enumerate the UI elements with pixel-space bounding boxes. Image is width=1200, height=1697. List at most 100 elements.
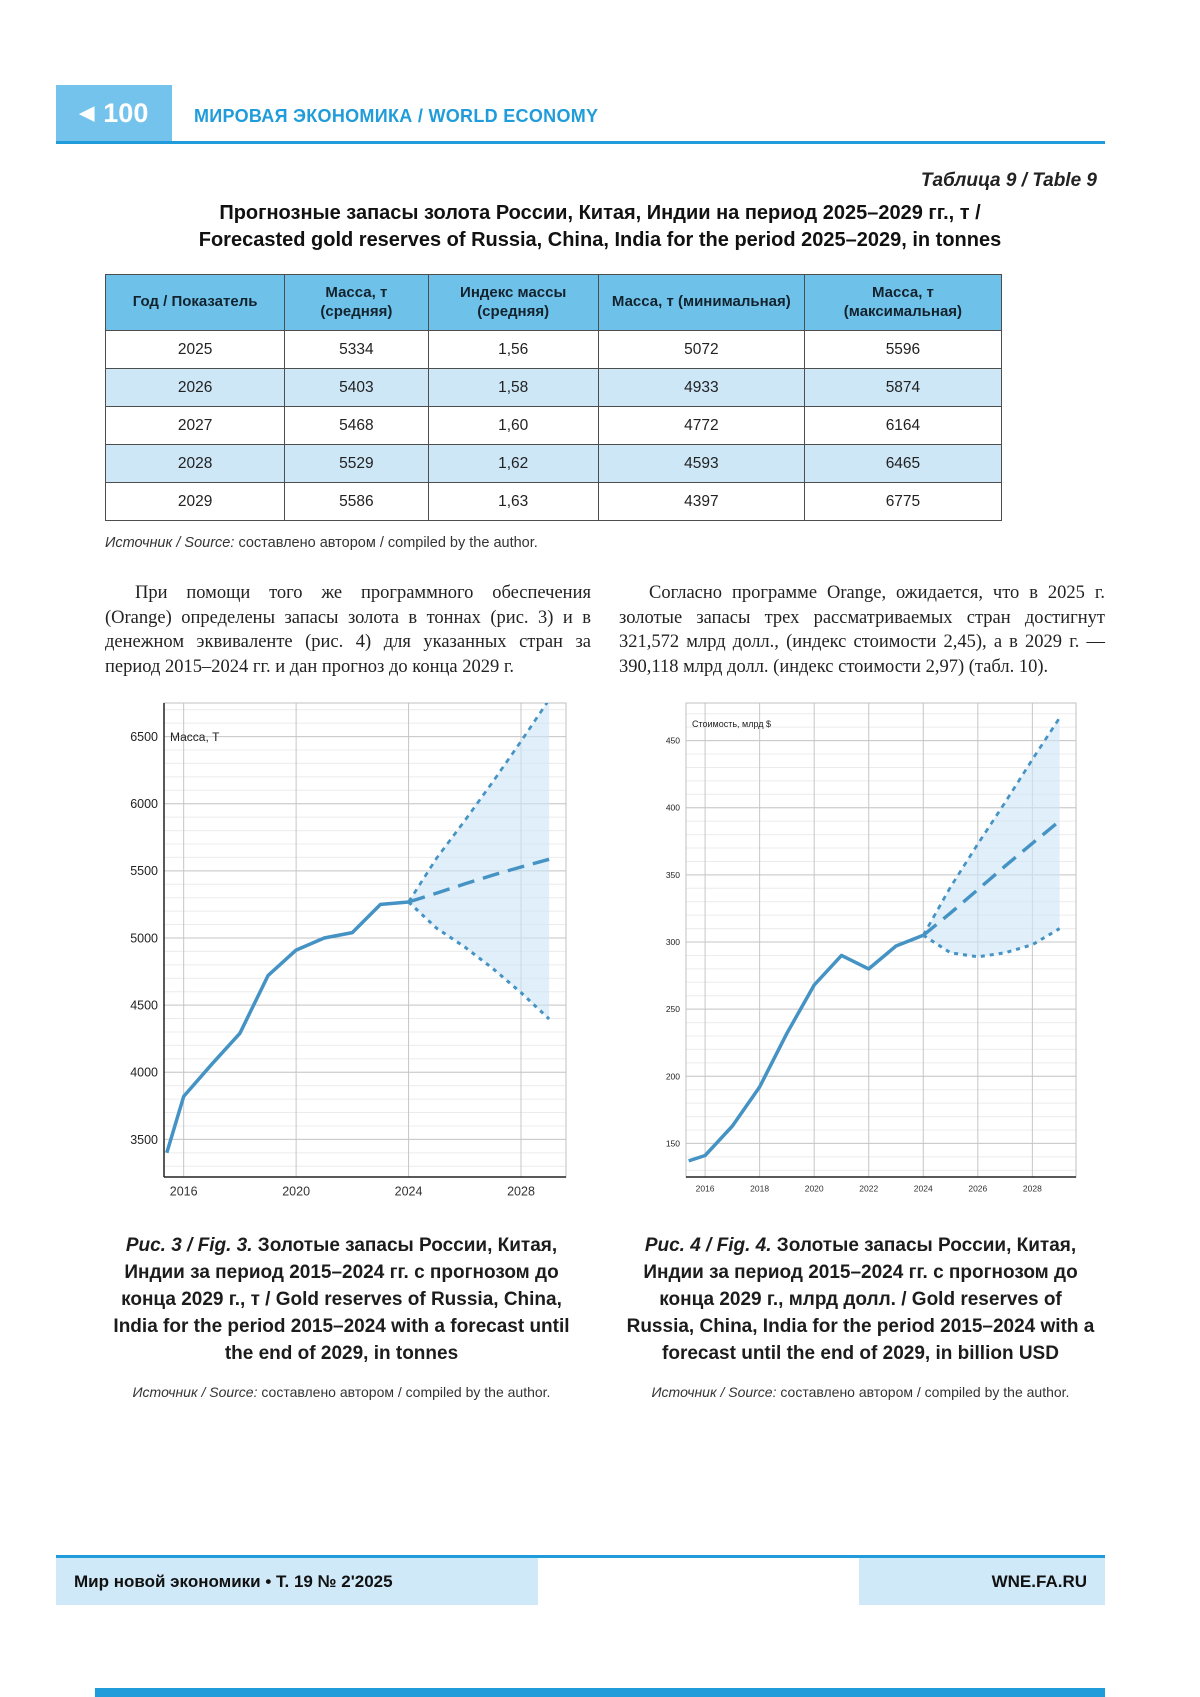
fig4-caption-en: Gold reserves of Russia, China, India fo…	[626, 1289, 1095, 1365]
table-title-ru: Прогнозные запасы золота России, Китая, …	[219, 202, 981, 224]
source-text: составлено автором / compiled by the aut…	[780, 1384, 1070, 1401]
page-number-badge: ◀ 100	[56, 85, 172, 141]
svg-text:6500: 6500	[130, 730, 158, 744]
svg-text:2026: 2026	[968, 1184, 987, 1194]
footer-rule	[56, 1555, 1105, 1558]
cell: 2025	[104, 330, 286, 369]
table-row: 2026 5403 1,58 4933 5874	[104, 368, 1003, 407]
fig3-caption: Рис. 3 / Fig. 3. Золотые запасы России, …	[107, 1233, 577, 1368]
bottom-bar	[95, 1688, 1105, 1697]
cell: 2029	[104, 482, 286, 521]
figures-row: 3500 4000 4500 5000 5500 6000 6500 2016 2020 2024…	[92, 693, 1110, 1400]
back-arrow-icon: ◀	[79, 102, 95, 124]
table-title-en: Forecasted gold reserves of Russia, Chin…	[198, 229, 1002, 251]
figure-4: 150 200 250 300 350 400 450 2016 2018 2020 2022 202…	[611, 693, 1110, 1400]
cell: 5596	[803, 330, 1003, 369]
svg-text:400: 400	[665, 803, 679, 813]
cell: 5529	[284, 444, 429, 483]
page-header: ◀ 100 МИРОВАЯ ЭКОНОМИКА / WORLD ECONOMY	[56, 85, 1105, 141]
svg-text:350: 350	[665, 870, 679, 880]
table-row: 2028 5529 1,62 4593 6465	[104, 444, 1003, 483]
svg-text:2020: 2020	[804, 1184, 823, 1194]
svg-text:5000: 5000	[130, 932, 158, 946]
table-row: 2029 5586 1,63 4397 6775	[104, 482, 1003, 521]
table-row: 2027 5468 1,60 4772 6164	[104, 406, 1003, 445]
svg-text:450: 450	[665, 736, 679, 746]
paragraph-left: При помощи того же программного обеспече…	[105, 583, 591, 677]
col-header-mass-index: Индекс массы (средняя)	[427, 274, 599, 331]
fig4-source: Источник / Source: составлено автором / …	[652, 1384, 1070, 1400]
svg-text:2016: 2016	[695, 1184, 714, 1194]
source-label: Источник / Source:	[651, 1384, 777, 1401]
fig4-line-chart: 150 200 250 300 350 400 450 2016 2018 2020 2022 202…	[639, 693, 1082, 1208]
source-text: составлено автором / compiled by the aut…	[261, 1384, 551, 1401]
cell: 1,63	[427, 482, 599, 521]
svg-text:150: 150	[665, 1139, 679, 1149]
cell: 4397	[597, 482, 805, 521]
cell: 5403	[284, 368, 429, 407]
figure-3: 3500 4000 4500 5000 5500 6000 6500 2016 2020 2024…	[92, 693, 591, 1400]
table-source: Источник / Source: составлено автором / …	[105, 535, 1200, 551]
cell: 4593	[597, 444, 805, 483]
table-title: Прогнозные запасы золота России, Китая, …	[110, 200, 1090, 254]
svg-text:200: 200	[665, 1072, 679, 1082]
cell: 1,58	[427, 368, 599, 407]
svg-text:6000: 6000	[130, 797, 158, 811]
fig3-caption-prefix: Рис. 3 / Fig. 3.	[125, 1235, 253, 1257]
cell: 1,56	[427, 330, 599, 369]
fig3-source: Источник / Source: составлено автором / …	[133, 1384, 551, 1400]
header-rule	[56, 141, 1105, 144]
cell: 1,62	[427, 444, 599, 483]
col-header-mass-min: Масса, т (минимальная)	[597, 274, 805, 331]
cell: 1,60	[427, 406, 599, 445]
svg-text:2024: 2024	[913, 1184, 932, 1194]
fig3-line-chart: 3500 4000 4500 5000 5500 6000 6500 2016 2020 2024…	[111, 693, 572, 1208]
table-header-row: Год / Показатель Масса, т (средняя) Инде…	[104, 274, 1003, 331]
page-footer: Мир новой экономики • Т. 19 № 2'2025 WNE…	[0, 1555, 1200, 1605]
table-row: 2025 5334 1,56 5072 5596	[104, 330, 1003, 369]
cell: 5586	[284, 482, 429, 521]
fig3-caption-ru: Золотые запасы России, Китая, Индии за п…	[121, 1235, 559, 1311]
cell: 6775	[803, 482, 1003, 521]
cell: 5072	[597, 330, 805, 369]
svg-text:Стоимость, млрд $: Стоимость, млрд $	[692, 719, 771, 729]
svg-text:4000: 4000	[130, 1066, 158, 1080]
fig4-caption-ru: Золотые запасы России, Китая, Индии за п…	[643, 1235, 1078, 1311]
fig4-caption: Рис. 4 / Fig. 4. Золотые запасы России, …	[626, 1233, 1096, 1368]
col-header-mass-avg: Масса, т (средняя)	[284, 274, 429, 331]
table-label: Таблица 9 / Table 9	[920, 170, 1097, 191]
cell: 5874	[803, 368, 1003, 407]
cell: 6164	[803, 406, 1003, 445]
cell: 5334	[284, 330, 429, 369]
svg-text:3500: 3500	[130, 1133, 158, 1147]
svg-text:2022: 2022	[859, 1184, 878, 1194]
cell: 2026	[104, 368, 286, 407]
section-title: МИРОВАЯ ЭКОНОМИКА / WORLD ECONOMY	[194, 106, 599, 126]
cell: 5468	[284, 406, 429, 445]
svg-text:2028: 2028	[507, 1185, 535, 1199]
svg-text:2016: 2016	[169, 1185, 197, 1199]
source-text: составлено автором / compiled by the aut…	[238, 535, 538, 551]
svg-text:4500: 4500	[130, 999, 158, 1013]
cell: 6465	[803, 444, 1003, 483]
svg-text:5500: 5500	[130, 865, 158, 879]
source-label: Источник / Source:	[132, 1384, 258, 1401]
svg-text:Масса, Т: Масса, Т	[170, 730, 220, 744]
col-header-year: Год / Показатель	[104, 274, 286, 331]
cell: 2028	[104, 444, 286, 483]
body-text: При помощи того же программного обеспече…	[105, 581, 1105, 679]
svg-text:2020: 2020	[282, 1185, 310, 1199]
footer-site-link[interactable]: WNE.FA.RU	[859, 1558, 1105, 1605]
svg-text:300: 300	[665, 937, 679, 947]
svg-text:2018: 2018	[750, 1184, 769, 1194]
fig3-caption-en: Gold reserves of Russia, China, India fo…	[113, 1289, 570, 1365]
source-label: Источник / Source:	[105, 535, 235, 551]
forecast-table: Год / Показатель Масса, т (средняя) Инде…	[104, 274, 1003, 521]
svg-text:2024: 2024	[394, 1185, 422, 1199]
cell: 4933	[597, 368, 805, 407]
page-number: 100	[103, 97, 149, 128]
footer-journal: Мир новой экономики • Т. 19 № 2'2025	[56, 1558, 538, 1605]
paragraph-right: Согласно программе Orange, ожидается, чт…	[619, 583, 1105, 677]
cell: 4772	[597, 406, 805, 445]
